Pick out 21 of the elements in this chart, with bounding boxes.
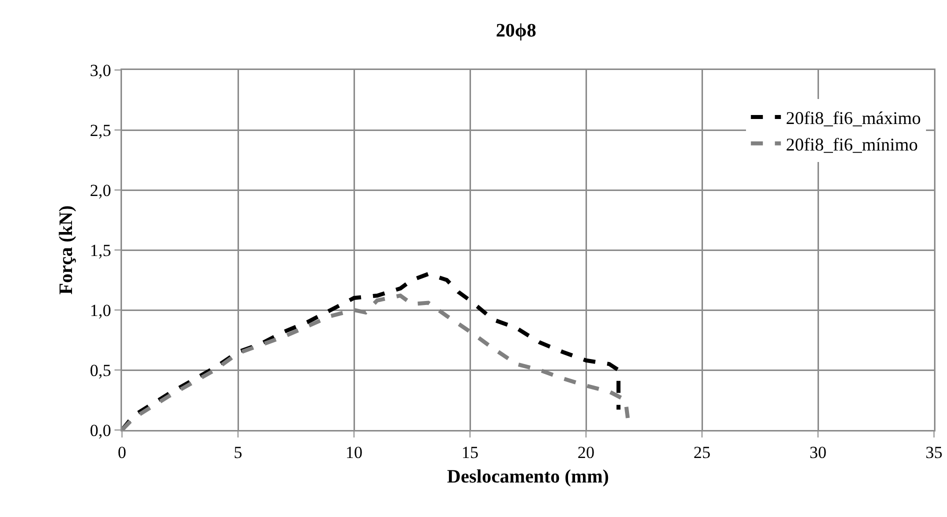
x-tick-label: 5 (234, 442, 242, 462)
x-tick-label: 15 (462, 442, 478, 462)
y-tick-label: 3,0 (90, 60, 112, 80)
x-tick-label: 0 (118, 442, 126, 462)
y-tick-label: 1,0 (90, 300, 112, 320)
y-tick-label: 2,5 (90, 120, 112, 140)
y-tick-label: 2,0 (90, 180, 112, 200)
x-tick-label: 25 (694, 442, 710, 462)
y-tick-label: 0,5 (90, 360, 112, 380)
x-tick-label: 10 (346, 442, 362, 462)
y-axis-title: Força (kN) (56, 205, 77, 295)
chart-title: 20ϕ8 (496, 20, 536, 42)
legend-label: 20fi8_fi6_mínimo (786, 134, 918, 154)
y-tick-label: 0,0 (90, 420, 112, 440)
y-tick-label: 1,5 (90, 240, 112, 260)
x-tick-label: 20 (578, 442, 594, 462)
line-series (122, 272, 620, 430)
x-tick-label: 30 (810, 442, 826, 462)
x-axis-title: Deslocamento (mm) (447, 466, 609, 488)
legend-label: 20fi8_fi6_máximo (786, 108, 921, 128)
x-tick-label: 35 (926, 442, 942, 462)
